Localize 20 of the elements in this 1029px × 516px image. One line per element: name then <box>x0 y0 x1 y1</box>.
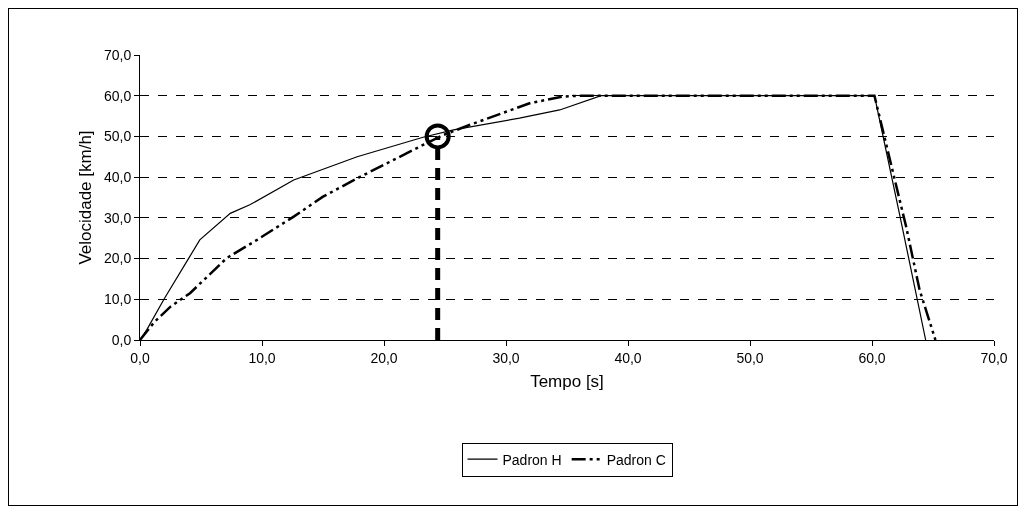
x-tick-label: 20,0 <box>370 349 398 366</box>
x-tick-label: 70,0 <box>980 349 1008 366</box>
y-tick-label: 10,0 <box>103 291 132 308</box>
x-tick-label: 40,0 <box>614 349 642 366</box>
legend-label: Padron C <box>606 451 666 468</box>
x-tick-label: 10,0 <box>248 349 276 366</box>
x-tick-label: 60,0 <box>858 349 886 366</box>
y-axis-title: Velocidade [km/h] <box>75 130 95 265</box>
x-axis-title: Tempo [s] <box>530 372 604 392</box>
y-tick-label: 70,0 <box>103 46 132 63</box>
y-tick-label: 40,0 <box>103 169 132 186</box>
x-tick-label: 30,0 <box>492 349 520 366</box>
x-tick-label: 50,0 <box>736 349 764 366</box>
y-tick-label: 0,0 <box>111 331 132 348</box>
y-tick-label: 30,0 <box>103 209 132 226</box>
y-tick-label: 20,0 <box>103 250 132 267</box>
y-tick-label: 50,0 <box>103 128 132 145</box>
y-tick-label: 60,0 <box>103 87 132 104</box>
legend-label: Padron H <box>502 451 562 468</box>
x-tick-label: 0,0 <box>130 349 150 366</box>
